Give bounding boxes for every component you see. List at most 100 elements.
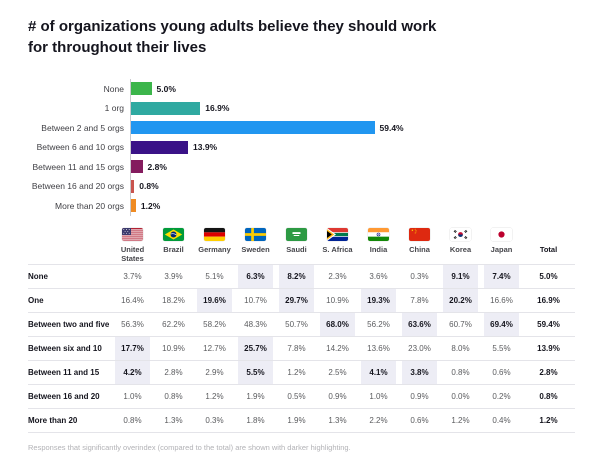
row-label: Between six and 10 [28, 343, 102, 353]
cell-value: 9.1% [443, 264, 478, 288]
bar [131, 160, 143, 174]
flag-jp-icon [491, 228, 512, 241]
cell-value: 68.0% [320, 312, 355, 336]
cell-value: 2.5% [328, 367, 347, 377]
column-label: Sweden [241, 245, 270, 254]
data-cell: 19.3% [358, 288, 399, 312]
column-header-total: Total [522, 228, 575, 264]
cell-value: 5.0% [539, 271, 558, 281]
column-header-za: S. Africa [317, 228, 358, 264]
table-corner-cell [28, 228, 112, 264]
cell-value: 16.6% [490, 295, 513, 305]
data-cell: 2.8% [153, 360, 194, 384]
cell-value: 0.8% [451, 367, 470, 377]
data-cell: 3.9% [153, 264, 194, 288]
data-cell: 12.7% [194, 336, 235, 360]
plot-area: 1.2% [130, 196, 568, 216]
cell-value: 0.6% [492, 367, 511, 377]
data-cell: 0.2% [481, 384, 522, 408]
cell-value: 69.4% [484, 312, 519, 336]
cell-value: 1.8% [246, 415, 265, 425]
row-label: None [28, 271, 48, 281]
cell-value: 8.2% [279, 264, 314, 288]
table-header-row: United States Brazil Germany Sweden Saudi S. … [28, 228, 575, 264]
plot-area: 5.0% [130, 79, 568, 99]
cell-value: 19.3% [361, 288, 396, 312]
flag-br-icon [163, 228, 184, 241]
data-cell: 17.7% [112, 336, 153, 360]
data-cell: 3.6% [358, 264, 399, 288]
cell-value: 2.2% [369, 415, 388, 425]
cell-value: 0.8% [123, 415, 142, 425]
data-cell: 0.5% [276, 384, 317, 408]
data-cell: 0.8% [112, 408, 153, 432]
cell-value: 3.9% [164, 271, 183, 281]
column-header-se: Sweden [235, 228, 276, 264]
data-cell: 69.4% [481, 312, 522, 336]
data-cell: 63.6% [399, 312, 440, 336]
bar-value-label: 0.8% [139, 181, 159, 192]
bar-chart: None 5.0% 1 org 16.9% Between 2 and 5 orgs 59… [28, 79, 568, 216]
data-cell: 7.4% [481, 264, 522, 288]
cell-value: 48.3% [244, 319, 267, 329]
data-cell: 48.3% [235, 312, 276, 336]
chart-row: Between 11 and 15 orgs 2.8% [28, 157, 568, 177]
data-cell: 5.5% [235, 360, 276, 384]
cell-value: 0.5% [287, 391, 306, 401]
bar [131, 179, 135, 193]
data-cell: 16.4% [112, 288, 153, 312]
data-cell: 56.3% [112, 312, 153, 336]
cell-value: 20.2% [443, 288, 478, 312]
comparison-table: United States Brazil Germany Sweden Saudi S. … [28, 228, 575, 433]
column-label: Korea [449, 245, 472, 254]
data-cell: 50.7% [276, 312, 317, 336]
table-row: More than 20 0.8% 1.3% 0.3% 1.8% 1.9% 1.3% 2.2%… [28, 408, 575, 433]
data-cell: 56.2% [358, 312, 399, 336]
data-cell: 2.3% [317, 264, 358, 288]
table-row: One 16.4% 18.2% 19.6% 10.7% 29.7% 10.9% 19.3% 7.… [28, 288, 575, 312]
data-cell: 16.6% [481, 288, 522, 312]
data-cell: 0.4% [481, 408, 522, 432]
flag-us-icon [122, 228, 143, 241]
column-header-de: Germany [194, 228, 235, 264]
data-cell: 10.9% [153, 336, 194, 360]
data-cell: 23.0% [399, 336, 440, 360]
data-cell: 18.2% [153, 288, 194, 312]
plot-area: 0.8% [130, 176, 568, 196]
table-row: Between 11 and 15 4.2% 2.8% 2.9% 5.5% 1.2% 2.5… [28, 360, 575, 384]
column-label: United States [120, 245, 145, 264]
cell-value: 0.3% [205, 415, 224, 425]
cell-value: 5.1% [205, 271, 224, 281]
data-cell: 6.3% [235, 264, 276, 288]
cell-value: 2.9% [205, 367, 224, 377]
cell-value: 1.0% [123, 391, 142, 401]
category-label: Between 2 and 5 orgs [41, 122, 124, 133]
bar [131, 82, 152, 96]
cell-value: 17.7% [115, 336, 150, 360]
cell-value: 3.8% [402, 360, 437, 384]
cell-value: 2.3% [328, 271, 347, 281]
cell-value: 1.3% [328, 415, 347, 425]
data-cell: 10.9% [317, 288, 358, 312]
cell-value: 0.8% [164, 391, 183, 401]
cell-value: 12.7% [203, 343, 226, 353]
column-label: Japan [490, 245, 513, 254]
chart-row: More than 20 orgs 1.2% [28, 196, 568, 216]
data-cell: 8.2% [276, 264, 317, 288]
data-cell: 62.2% [153, 312, 194, 336]
cell-value: 0.9% [328, 391, 347, 401]
cell-value: 56.2% [367, 319, 390, 329]
table-row: Between six and 10 17.7% 10.9% 12.7% 25.7% 7.… [28, 336, 575, 360]
data-cell: 3.8% [399, 360, 440, 384]
total-cell: 0.8% [522, 384, 575, 408]
cell-value: 1.2% [451, 415, 470, 425]
data-cell: 29.7% [276, 288, 317, 312]
category-label: 1 org [104, 103, 124, 114]
bar [131, 121, 375, 135]
category-label: Between 6 and 10 orgs [36, 142, 124, 153]
cell-value: 62.2% [162, 319, 185, 329]
cell-value: 7.8% [287, 343, 306, 353]
category-label: None [103, 83, 124, 94]
cell-value: 3.6% [369, 271, 388, 281]
bar-value-label: 2.8% [147, 161, 167, 172]
